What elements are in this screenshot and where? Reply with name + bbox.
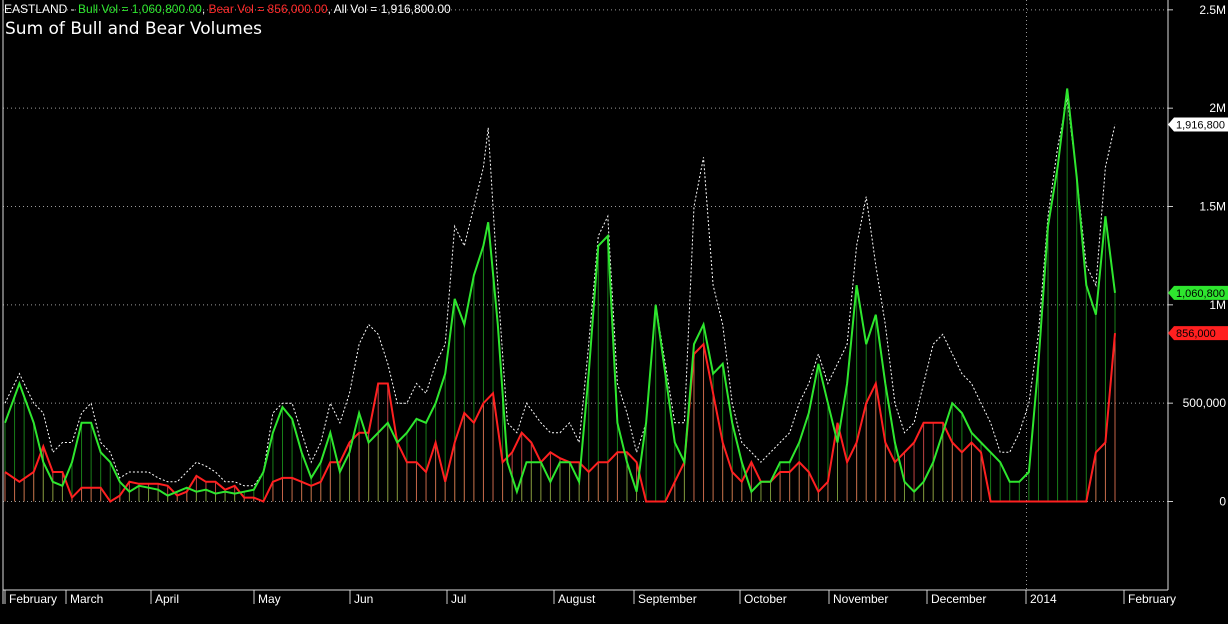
x-tick-label: 2014 <box>1030 592 1057 606</box>
all-vol-line <box>4 98 1116 487</box>
x-tick-label: February <box>9 592 57 606</box>
all-vol-tag-bg <box>1168 117 1228 132</box>
y-tick-label: 1.5M <box>1199 200 1226 214</box>
x-tick-label: September <box>638 592 697 606</box>
x-tick-label: March <box>70 592 103 606</box>
x-tick-label: April <box>155 592 179 606</box>
bull-vol-readout: Bull Vol = 1,060,800.00 <box>78 2 202 16</box>
header-separator: - <box>67 2 79 16</box>
bear-vol-line <box>4 333 1116 503</box>
bull-vol-tag: 1,060,800 <box>1176 288 1225 300</box>
y-tick-label: 1M <box>1209 298 1226 312</box>
x-tick-label: February <box>1128 592 1176 606</box>
chart-header: EASTLAND - Bull Vol = 1,060,800.00, Bear… <box>4 2 451 16</box>
bear-vol-readout: Bear Vol = 856,000.00 <box>208 2 328 16</box>
all-vol-tag: 1,916,800 <box>1176 120 1225 132</box>
y-tick-label: 2M <box>1209 101 1226 115</box>
x-tick-label: Jun <box>354 592 373 606</box>
y-tick-label: 0 <box>1219 495 1226 509</box>
x-tick-label: October <box>744 592 787 606</box>
x-tick-label: August <box>558 592 596 606</box>
x-tick-label: Jul <box>451 592 466 606</box>
y-tick-label: 500,000 <box>1183 396 1227 410</box>
chart-title: Sum of Bull and Bear Volumes <box>5 19 263 39</box>
all-vol-readout: All Vol = 1,916,800.00 <box>333 2 451 16</box>
bull-vol-tag-bg <box>1168 285 1228 300</box>
y-tick-label: 2.5M <box>1199 3 1226 17</box>
x-tick-label: November <box>833 592 888 606</box>
bear-vol-tag-bg <box>1168 326 1228 341</box>
x-tick-label: December <box>931 592 986 606</box>
symbol-label: EASTLAND <box>4 2 68 16</box>
bear-vol-tag: 856,000 <box>1176 328 1216 340</box>
bull-vol-line <box>4 88 1116 497</box>
x-tick-label: May <box>258 592 281 606</box>
